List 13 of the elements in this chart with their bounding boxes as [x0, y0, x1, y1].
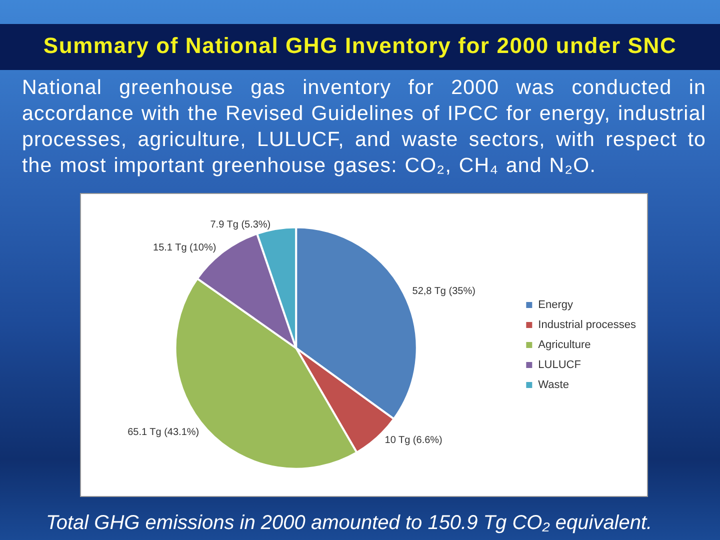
legend-label: Agriculture — [538, 339, 591, 351]
data-label: 10 Tg (6.6%) — [384, 435, 442, 446]
legend-label: Industrial processes — [538, 319, 636, 331]
data-label: 65.1 Tg (43.1%) — [128, 426, 200, 438]
legend-label: LULUCF — [538, 359, 582, 371]
legend-label: Waste — [538, 379, 569, 391]
data-label: 52,8 Tg (35%) — [412, 286, 476, 297]
text: Total GHG emissions in 2000 amounted to 150.9 Tg CO₂ equivalent. — [46, 512, 654, 535]
data-label: 7.9 Tg (5.3%) — [210, 219, 271, 230]
legend-label: Energy — [538, 299, 574, 311]
data-label: 15.1 Tg (10%) — [153, 242, 216, 254]
chart-title: Summary of National GHG Inventory for 2000 under SNC — [42, 33, 678, 59]
chart-subtitle: National greenhouse gas inventory for 2000 was conducted in accordance with the Revised Guidelines of IPCC for energy, industrial processes, agriculture, LULUCF, and waste sectors, with respect to the most important greenhouse gases: CO₂, CH₄ and N₂O. — [22, 75, 706, 179]
